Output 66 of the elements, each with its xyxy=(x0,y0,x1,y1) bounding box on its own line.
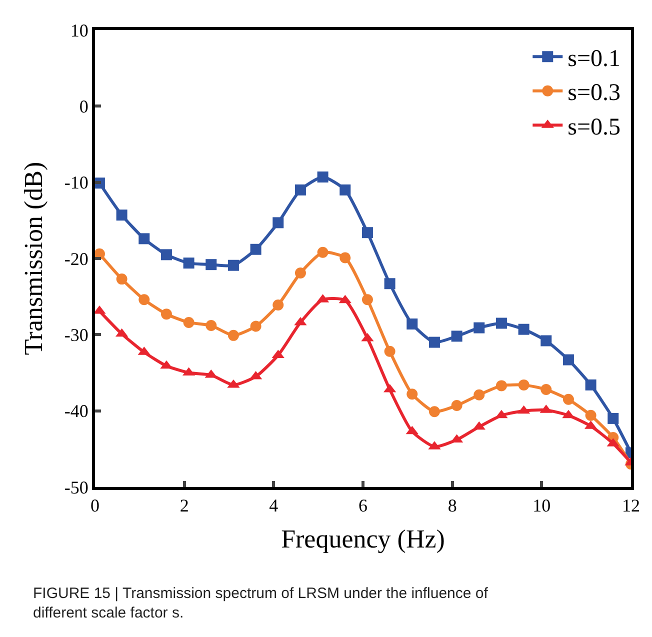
point xyxy=(518,324,530,335)
point xyxy=(474,389,485,400)
point xyxy=(138,233,150,244)
point xyxy=(496,318,507,329)
y-axis-title: Transmission (dB) xyxy=(18,162,48,356)
legend-label: s=0.3 xyxy=(568,80,621,106)
point xyxy=(585,410,596,421)
point xyxy=(228,330,239,341)
point xyxy=(228,260,239,271)
y-tick-label: -20 xyxy=(64,248,88,269)
y-tick-label: -30 xyxy=(64,324,88,345)
point xyxy=(540,335,552,346)
point xyxy=(272,217,284,228)
point xyxy=(250,320,262,332)
legend-label: s=0.5 xyxy=(568,114,621,140)
legend-label: s=0.1 xyxy=(568,46,621,72)
point xyxy=(95,178,105,189)
point xyxy=(540,384,552,396)
x-tick-label: 4 xyxy=(269,496,278,516)
caption: FIGURE 15 | Transmission spectrum of LRSM under the influence of different scale factor s. xyxy=(33,585,489,622)
point xyxy=(562,394,574,405)
point xyxy=(608,412,619,424)
point xyxy=(406,388,418,400)
point xyxy=(562,354,574,366)
point xyxy=(428,336,440,348)
point xyxy=(294,184,306,196)
point xyxy=(250,244,262,255)
point xyxy=(138,294,150,306)
point xyxy=(406,318,418,330)
x-tick-label: 8 xyxy=(448,496,457,516)
point xyxy=(428,406,440,418)
x-axis-title: Frequency (Hz) xyxy=(281,524,445,554)
point xyxy=(95,248,105,260)
point xyxy=(362,294,373,306)
point xyxy=(340,252,351,264)
point xyxy=(451,330,462,342)
point xyxy=(116,274,128,285)
point xyxy=(116,210,128,221)
y-tick-label: 0 xyxy=(79,96,88,116)
point xyxy=(585,379,596,390)
point xyxy=(496,380,507,392)
point xyxy=(518,379,530,390)
y-tick-label: -10 xyxy=(64,172,88,193)
point xyxy=(183,316,194,328)
point xyxy=(451,400,462,411)
x-tick-label: 2 xyxy=(180,496,189,516)
point xyxy=(206,320,217,332)
point xyxy=(160,308,172,320)
x-tick-label: 12 xyxy=(622,496,640,516)
point xyxy=(317,172,328,182)
y-tick-label: -50 xyxy=(64,477,88,498)
point xyxy=(384,346,396,357)
x-tick-label: 10 xyxy=(532,496,551,516)
point xyxy=(183,258,194,269)
point xyxy=(206,259,217,270)
y-tick-label: 10 xyxy=(70,20,88,40)
point xyxy=(294,267,306,278)
point xyxy=(474,322,485,334)
point xyxy=(384,278,396,290)
point xyxy=(317,246,328,258)
point xyxy=(362,227,373,238)
x-tick-label: 6 xyxy=(358,496,368,516)
point xyxy=(340,184,351,196)
point xyxy=(272,299,284,310)
point xyxy=(160,249,172,260)
y-tick-label: -40 xyxy=(64,401,88,422)
